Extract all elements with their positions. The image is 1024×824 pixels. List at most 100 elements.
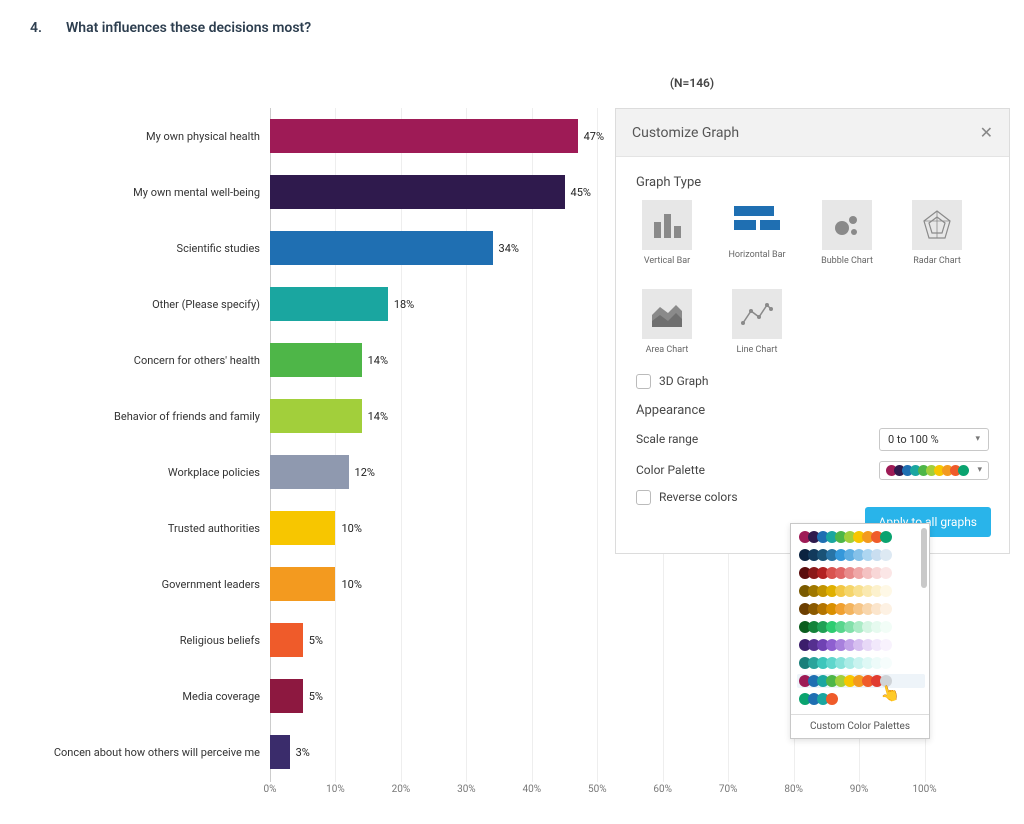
palette-swatch <box>826 693 838 705</box>
x-tick: 70% <box>719 784 738 795</box>
three-d-label: 3D Graph <box>659 374 708 388</box>
bar[interactable] <box>270 231 493 265</box>
chevron-down-icon: ▾ <box>977 465 982 475</box>
x-tick: 100% <box>912 784 936 795</box>
chevron-down-icon: ▾ <box>975 434 980 444</box>
bar-value: 14% <box>368 354 388 367</box>
bar-label: Other (Please specify) <box>30 298 270 311</box>
graph-type-label: Bubble Chart <box>821 256 873 267</box>
x-tick: 40% <box>523 784 542 795</box>
three-d-checkbox[interactable] <box>636 374 651 389</box>
bar-label: My own mental well-being <box>30 186 270 199</box>
three-d-row[interactable]: 3D Graph <box>636 374 989 389</box>
scale-range-select[interactable]: 0 to 100 % ▾ <box>879 428 989 451</box>
bar[interactable] <box>270 511 335 545</box>
graph-type-label: Line Chart <box>737 345 778 356</box>
close-icon[interactable]: ✕ <box>980 123 993 142</box>
palette-option[interactable] <box>797 584 925 598</box>
bar[interactable] <box>270 175 565 209</box>
palette-option[interactable] <box>797 620 925 634</box>
palette-option[interactable] <box>797 566 925 580</box>
palette-option[interactable] <box>797 548 925 562</box>
bar-label: Media coverage <box>30 690 270 703</box>
scrollbar-thumb[interactable] <box>921 528 927 588</box>
palette-swatch <box>880 531 892 543</box>
bar-label: Behavior of friends and family <box>30 410 270 423</box>
bar-value: 3% <box>296 746 310 759</box>
bubble-chart-icon <box>822 200 872 250</box>
bar-label: Trusted authorities <box>30 522 270 535</box>
x-tick: 0% <box>264 784 277 795</box>
x-tick: 20% <box>392 784 411 795</box>
bar-value: 12% <box>355 466 375 479</box>
bar[interactable] <box>270 455 349 489</box>
palette-option[interactable] <box>797 692 925 706</box>
bar[interactable] <box>270 343 362 377</box>
palette-option[interactable] <box>797 674 925 688</box>
bar[interactable] <box>270 567 335 601</box>
palette-option[interactable] <box>797 638 925 652</box>
graph-type-bubble-chart[interactable]: Bubble Chart <box>816 200 878 267</box>
bar-label: Workplace policies <box>30 466 270 479</box>
question-header: 4. What influences these decisions most? <box>30 20 994 36</box>
palette-swatch <box>880 549 892 561</box>
graph-type-area-chart[interactable]: Area Chart <box>636 289 698 356</box>
graph-type-label: Vertical Bar <box>644 256 690 267</box>
bar[interactable] <box>270 287 388 321</box>
color-palette-select[interactable]: ▾ <box>879 461 989 480</box>
bar-value: 18% <box>394 298 414 311</box>
section-appearance: Appearance <box>636 403 989 418</box>
color-palette-row: Color Palette ▾ <box>636 461 989 480</box>
bar-value: 10% <box>341 578 361 591</box>
bar-label: Religious beliefs <box>30 634 270 647</box>
palette-dropdown-footer[interactable]: Custom Color Palettes <box>791 714 929 738</box>
bar[interactable] <box>270 399 362 433</box>
customize-graph-panel: Customize Graph ✕ Graph Type Vertical Ba… <box>615 108 1010 554</box>
palette-swatch <box>880 603 892 615</box>
graph-type-label: Horizontal Bar <box>728 250 785 261</box>
reverse-colors-row[interactable]: Reverse colors <box>636 490 989 505</box>
color-palette-label: Color Palette <box>636 463 705 477</box>
graph-type-horizontal-bar[interactable]: Horizontal Bar <box>726 200 788 267</box>
palette-option[interactable] <box>797 656 925 670</box>
palette-swatch <box>880 657 892 669</box>
area-chart-icon <box>642 289 692 339</box>
bar-label: My own physical health <box>30 130 270 143</box>
chart-region: Customize Graph ✕ Graph Type Vertical Ba… <box>30 108 994 804</box>
x-tick: 80% <box>784 784 803 795</box>
x-tick: 90% <box>850 784 869 795</box>
section-graph-type: Graph Type <box>636 175 989 190</box>
bar-label: Scientific studies <box>30 242 270 255</box>
line-chart-icon <box>732 289 782 339</box>
bar[interactable] <box>270 119 578 153</box>
bar[interactable] <box>270 735 290 769</box>
graph-type-radar-chart[interactable]: Radar Chart <box>906 200 968 267</box>
graph-type-vertical-bar[interactable]: Vertical Bar <box>636 200 698 267</box>
reverse-colors-label: Reverse colors <box>659 490 738 504</box>
bar-label: Government leaders <box>30 578 270 591</box>
palette-swatch <box>958 465 969 476</box>
sample-size: (N=146) <box>390 76 994 90</box>
graph-type-label: Radar Chart <box>913 256 961 267</box>
bar-value: 45% <box>571 186 591 199</box>
palette-option[interactable] <box>797 602 925 616</box>
x-axis: 0%10%20%30%40%50%60%70%80%90%100% <box>270 782 990 804</box>
graph-type-line-chart[interactable]: Line Chart <box>726 289 788 356</box>
bar[interactable] <box>270 679 303 713</box>
panel-header: Customize Graph ✕ <box>616 109 1009 157</box>
palette-option[interactable] <box>797 530 925 544</box>
bar-label: Concern for others' health <box>30 354 270 367</box>
x-tick: 30% <box>457 784 476 795</box>
vertical-bar-icon <box>642 200 692 250</box>
bar-value: 5% <box>309 634 323 647</box>
bar-value: 10% <box>341 522 361 535</box>
palette-swatch <box>880 621 892 633</box>
bar[interactable] <box>270 623 303 657</box>
x-tick: 50% <box>588 784 607 795</box>
reverse-colors-checkbox[interactable] <box>636 490 651 505</box>
palette-dropdown[interactable]: Custom Color Palettes <box>790 523 930 739</box>
panel-title: Customize Graph <box>632 125 739 141</box>
graph-type-label: Area Chart <box>646 345 689 356</box>
question-text: What influences these decisions most? <box>66 20 311 36</box>
scale-range-label: Scale range <box>636 432 698 446</box>
